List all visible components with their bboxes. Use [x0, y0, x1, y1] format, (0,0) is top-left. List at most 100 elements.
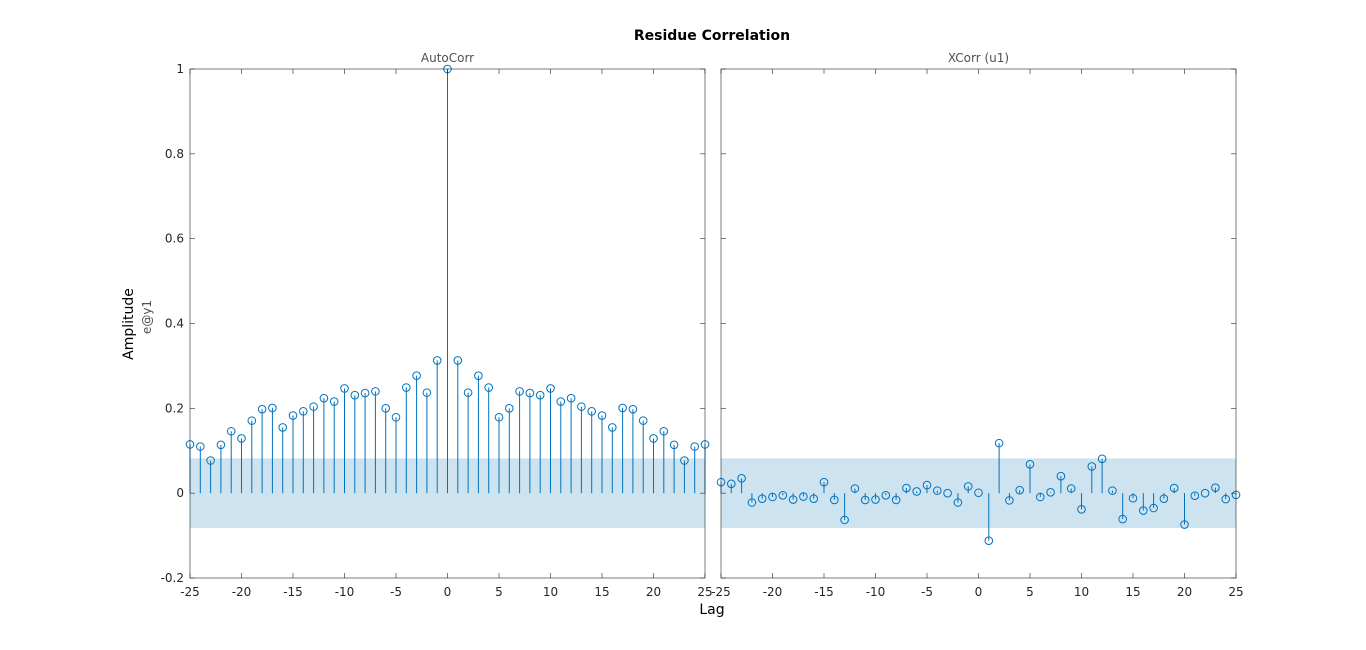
stem-marker — [912, 487, 922, 496]
stem-marker — [1066, 484, 1076, 493]
stem-marker — [778, 490, 788, 500]
stem-marker — [288, 411, 298, 420]
stem-marker — [1211, 483, 1220, 492]
stem-marker — [597, 411, 607, 420]
y-axis-sublabel: e@y1 — [140, 300, 154, 334]
stem-marker — [484, 383, 494, 392]
confidence-band — [721, 458, 1236, 528]
stem-marker — [963, 482, 973, 491]
stem-marker — [1025, 460, 1035, 469]
stem-marker — [278, 423, 288, 432]
stem-marker — [299, 407, 308, 416]
stem-marker — [1097, 454, 1107, 464]
stem-marker — [257, 404, 267, 414]
x-axis-label: Lag — [699, 602, 724, 618]
stem-marker — [237, 434, 246, 443]
stem-marker — [577, 402, 586, 411]
x-tick-label: 25 — [697, 585, 712, 599]
stem-marker — [860, 495, 870, 505]
x-tick-label: -25 — [711, 585, 731, 599]
stem-marker — [535, 390, 545, 400]
x-tick-label: -10 — [866, 585, 886, 599]
stem-marker — [850, 484, 860, 493]
x-tick-label: 10 — [1074, 585, 1089, 599]
stem-marker — [360, 388, 370, 398]
stem-marker — [953, 498, 963, 507]
y-tick-label: 0 — [176, 486, 184, 500]
panels-layer: -25 -20 -15 -10 -5 0 5 10 15 20 25-0.200.20.40.60.… — [161, 51, 1244, 599]
x-tick-label: -5 — [921, 585, 933, 599]
stem-marker — [546, 384, 555, 393]
panel-1: -25 -20 -15 -10 -5 0 5 10 15 20 25 -0.2 0 0.2 0.4 0.6 0.… — [161, 51, 713, 599]
stem-marker — [757, 494, 767, 503]
stem-marker — [566, 393, 576, 403]
panel-title: XCorr (u1) — [948, 51, 1009, 65]
stem-marker — [871, 495, 880, 504]
stem-marker — [319, 393, 329, 403]
x-tick-label: -15 — [814, 585, 834, 599]
stem-marker — [1036, 492, 1045, 502]
stem-marker — [768, 492, 777, 502]
stem-marker — [690, 442, 700, 451]
stem-marker — [216, 440, 226, 450]
stem-marker — [391, 412, 401, 422]
stem-marker — [1046, 488, 1055, 497]
stem-marker — [747, 498, 757, 507]
stem-marker — [556, 397, 566, 406]
stem-marker — [402, 383, 411, 392]
stem-marker — [984, 536, 994, 545]
stem-marker — [1190, 491, 1200, 501]
x-tick-label: 5 — [1026, 585, 1034, 599]
x-tick-label: -25 — [180, 585, 200, 599]
stem-marker — [1200, 488, 1210, 498]
figure-title: Residue Correlation — [634, 28, 790, 44]
x-tick-label: 15 — [594, 585, 609, 599]
x-tick-label: 10 — [543, 585, 558, 599]
stem-marker — [840, 515, 849, 525]
stem-marker — [587, 407, 597, 416]
stem-marker — [247, 416, 257, 425]
stem-marker — [515, 387, 524, 396]
stem-marker — [788, 495, 798, 504]
stem-marker — [350, 390, 360, 400]
panel-title: AutoCorr — [421, 51, 474, 65]
x-tick-label: 5 — [495, 585, 503, 599]
x-tick-label: 0 — [444, 585, 452, 599]
y-tick-label: -0.2 — [161, 571, 184, 585]
x-tick-label: 20 — [1177, 585, 1192, 599]
panel-2: -25 -20 -15 -10 -5 0 5 10 15 20 25 XCorr (u1) — [711, 51, 1243, 599]
stem-marker — [922, 480, 932, 490]
stem-marker — [494, 412, 504, 422]
stem-marker — [891, 495, 901, 505]
stem-marker — [474, 371, 483, 380]
x-tick-label: -20 — [763, 585, 783, 599]
stem-marker — [309, 402, 318, 411]
y-tick-label: 0.6 — [165, 232, 184, 246]
x-tick-label: -5 — [390, 585, 402, 599]
stem-marker — [505, 404, 514, 413]
stem-marker — [1169, 483, 1179, 493]
stem-marker — [819, 477, 829, 487]
stem-marker — [628, 404, 638, 414]
stem-marker — [974, 488, 983, 498]
stem-marker — [1015, 485, 1025, 495]
stem-marker — [340, 384, 349, 393]
stem-marker — [1077, 504, 1086, 514]
x-tick-label: -20 — [232, 585, 252, 599]
stem-marker — [933, 486, 942, 495]
stem-marker — [226, 426, 236, 436]
stem-marker — [371, 387, 380, 396]
stem-marker — [608, 423, 617, 432]
stem-marker — [1128, 493, 1138, 503]
x-tick-label: -15 — [283, 585, 303, 599]
stem-marker — [329, 397, 339, 406]
stem-marker — [809, 494, 819, 503]
x-tick-label: 25 — [1228, 585, 1243, 599]
y-tick-label: 0.4 — [165, 317, 184, 331]
stem-marker — [1118, 514, 1127, 524]
x-tick-label: -10 — [335, 585, 355, 599]
stem-marker — [638, 416, 648, 425]
stem-marker — [1159, 494, 1169, 503]
y-tick-label: 1 — [176, 62, 184, 76]
stem-marker — [669, 440, 679, 450]
